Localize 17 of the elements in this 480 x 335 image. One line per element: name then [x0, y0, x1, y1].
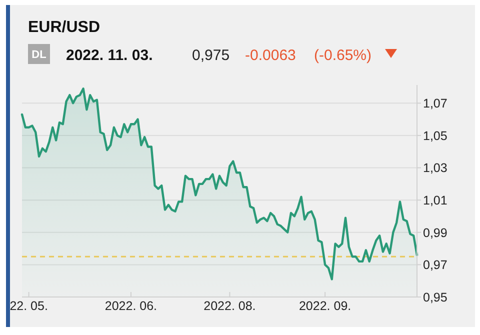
chart-title: EUR/USD [28, 19, 100, 36]
x-tick-label: 2022. 06. [104, 299, 158, 313]
text: DL [32, 49, 47, 61]
text: -0.0063 [245, 47, 296, 64]
y-tick-label: 1,07 [423, 96, 448, 111]
text: 0,975 [192, 47, 230, 64]
y-tick-label: 1,05 [423, 128, 448, 143]
y-tick-label: 0,95 [423, 290, 448, 304]
x-tick-label: 2022. 08. [204, 299, 256, 313]
y-tick-label: 0,97 [423, 258, 448, 272]
y-tick-label: 0,99 [423, 226, 448, 240]
y-tick-label: 1,03 [423, 161, 448, 176]
text: (-0.65%) [314, 47, 372, 64]
x-tick-label: 22. 05. [10, 299, 48, 313]
text: 2022. 11. 03. [66, 47, 153, 64]
x-tick-label: 2022. 09. [298, 299, 352, 313]
y-tick-label: 1,01 [423, 193, 448, 208]
